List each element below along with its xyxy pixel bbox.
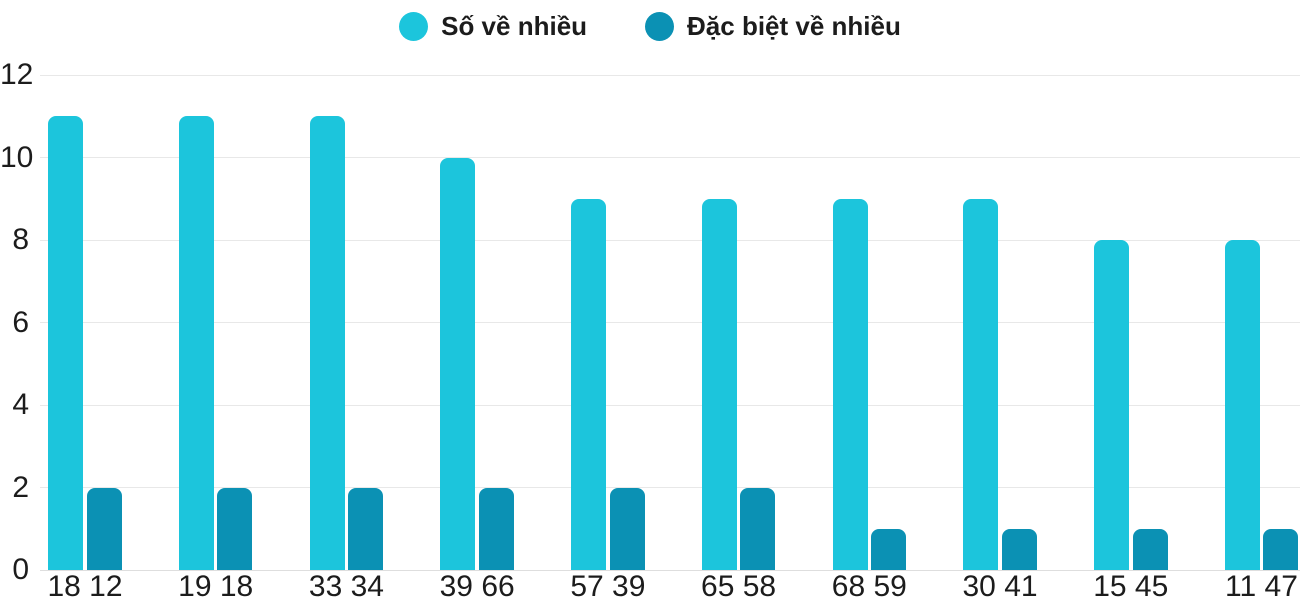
bar-s-v-nhi-u-15-45[interactable] [1094,240,1129,570]
bar--c-bi-t-v-nhi-u-19-18[interactable] [217,487,253,570]
y-axis-label-8: 8 [12,223,29,256]
bar--c-bi-t-v-nhi-u-30-41[interactable] [1001,528,1037,570]
bar-s-v-nhi-u-57-39[interactable] [571,198,607,570]
bar-s-v-nhi-u-19-18[interactable] [178,116,214,570]
grid-line-8 [40,239,1300,241]
x-axis-label-68-59: 68 59 [831,570,907,600]
legend-label-so-ve-nhieu: Số về nhiều [441,11,588,41]
grid-line-0 [40,569,1300,571]
grid-line-2 [40,487,1300,488]
x-axis-label-30-41: 30 41 [962,570,1038,600]
bar--c-bi-t-v-nhi-u-68-59[interactable] [871,528,907,570]
grid-line-4 [40,404,1300,406]
grid-line-6 [40,322,1300,323]
legend-marker-dac-biet-ve-nhieu-icon [645,11,675,41]
chart-legend: Số về nhiều Đặc biệt về nhiều [0,10,1300,42]
bar--c-bi-t-v-nhi-u-57-39[interactable] [609,487,645,570]
bar-s-v-nhi-u-65-58[interactable] [701,198,737,570]
bar--c-bi-t-v-nhi-u-18-12[interactable] [86,487,122,570]
y-axis-label-12: 12 [0,58,34,91]
bar-s-v-nhi-u-39-66[interactable] [440,157,476,570]
legend-marker-so-ve-nhieu-icon [399,11,429,41]
legend-item-so-ve-nhieu[interactable]: Số về nhiều [399,10,587,42]
grid-line-10 [40,157,1300,158]
x-axis-label-19-18: 19 18 [178,570,254,600]
bar--c-bi-t-v-nhi-u-11-47[interactable] [1263,528,1299,570]
y-axis-label-2: 2 [12,470,29,504]
bar-s-v-nhi-u-30-41[interactable] [963,198,999,570]
x-axis-label-65-58: 65 58 [701,570,777,600]
bar-s-v-nhi-u-18-12[interactable] [48,116,84,570]
y-axis-label-4: 4 [12,388,29,421]
x-axis-label-18-12: 18 12 [47,570,123,600]
y-axis-label-6: 6 [12,305,29,339]
x-axis-label-33-34: 33 34 [308,570,384,600]
bar--c-bi-t-v-nhi-u-33-34[interactable] [348,487,384,570]
legend-label-dac-biet-ve-nhieu: Đặc biệt về nhiều [687,11,901,41]
bar--c-bi-t-v-nhi-u-65-58[interactable] [740,487,776,570]
bar-s-v-nhi-u-68-59[interactable] [832,198,868,570]
x-axis-label-57-39: 57 39 [570,570,646,600]
grid-line-12 [40,74,1300,76]
y-axis-label-0: 0 [12,553,29,586]
y-axis-label-10: 10 [0,140,34,174]
bar-s-v-nhi-u-11-47[interactable] [1224,240,1260,570]
x-axis-label-39-66: 39 66 [439,570,515,600]
bar--c-bi-t-v-nhi-u-15-45[interactable] [1132,528,1168,570]
bar-s-v-nhi-u-33-34[interactable] [309,116,345,570]
x-axis-label-15-45: 15 45 [1093,570,1169,600]
bar--c-bi-t-v-nhi-u-39-66[interactable] [478,487,514,570]
legend-item-dac-biet-ve-nhieu[interactable]: Đặc biệt về nhiều [645,10,901,42]
x-axis-label-11-47: 11 47 [1225,570,1298,600]
